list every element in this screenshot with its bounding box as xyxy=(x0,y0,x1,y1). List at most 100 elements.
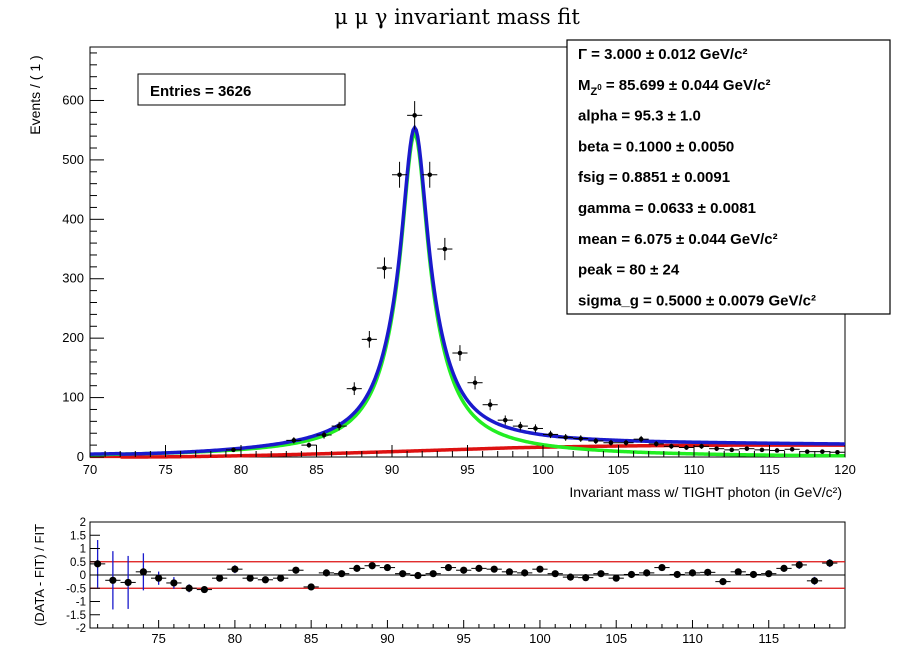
data-point xyxy=(422,161,438,188)
residual-y-tick-label: 1.5 xyxy=(70,530,86,542)
residual-y-tick-label: -1 xyxy=(76,597,86,609)
fit-parameter-row: Γ = 3.000 ± 0.012 GeV/c² xyxy=(578,46,747,63)
residual-point xyxy=(227,565,243,574)
residual-y-axis-label: (DATA - FIT) / FIT xyxy=(32,524,47,626)
residual-y-tick-label: -1.5 xyxy=(66,610,86,622)
data-point xyxy=(678,445,694,450)
residual-point xyxy=(273,574,289,582)
residual-point xyxy=(761,570,777,578)
residual-point xyxy=(501,568,518,576)
residual-x-tick-label: 105 xyxy=(605,631,627,646)
residual-point xyxy=(700,568,716,576)
data-point xyxy=(452,345,468,361)
residual-x-tick-label: 90 xyxy=(380,631,394,646)
data-point xyxy=(694,443,710,449)
data-point xyxy=(648,441,664,447)
fit-parameter-row: alpha = 95.3 ± 1.0 xyxy=(578,108,701,125)
residual-point xyxy=(715,578,731,586)
x-tick-label: 80 xyxy=(234,462,248,477)
residual-point xyxy=(349,564,365,572)
data-point xyxy=(437,237,453,261)
fit-parameter-row: fsig = 0.8851 ± 0.0091 xyxy=(578,169,730,186)
x-tick-label: 95 xyxy=(460,462,474,477)
residual-point xyxy=(196,585,213,594)
residual-point xyxy=(288,566,304,574)
fit-parameters-box: Γ = 3.000 ± 0.012 GeV/c² MZ0 = 85.699 ± 0… xyxy=(566,39,891,315)
residual-point xyxy=(532,565,548,573)
residual-point xyxy=(486,565,502,573)
residual-y-tick-label: 2 xyxy=(80,517,86,529)
residual-point xyxy=(517,569,533,577)
residual-point xyxy=(257,576,274,584)
fit-parameter-row: mean = 6.075 ± 0.044 GeV/c² xyxy=(578,231,778,248)
data-point xyxy=(754,447,770,453)
residual-point xyxy=(669,570,685,579)
residual-point xyxy=(425,570,441,578)
entries-box: Entries = 3626 xyxy=(137,73,346,106)
residual-plot: 75 80 85 90 95 100 105 110 115 -2-1.5-1 -0.500.51 1… xyxy=(32,517,846,646)
data-point xyxy=(709,446,725,451)
residual-point xyxy=(318,569,335,577)
data-point xyxy=(588,437,604,445)
data-point xyxy=(497,415,513,425)
data-point xyxy=(799,449,815,454)
data-point xyxy=(301,442,317,448)
data-point xyxy=(558,433,574,441)
fit-parameter-row: MZ0 = 85.699 ± 0.044 GeV/c² xyxy=(578,77,770,98)
residual-point xyxy=(364,562,380,570)
data-point xyxy=(376,257,392,279)
residual-point xyxy=(456,566,472,574)
y-tick-label: 0 xyxy=(77,449,84,464)
data-point xyxy=(814,449,830,454)
residual-point xyxy=(730,568,746,576)
residual-point xyxy=(334,570,350,578)
residual-point xyxy=(105,551,121,610)
fit-parameter-row: sigma_g = 0.5000 ± 0.0079 GeV/c² xyxy=(578,292,816,309)
data-point xyxy=(225,447,241,453)
residual-y-tick-label: -2 xyxy=(76,623,86,635)
x-tick-label: 115 xyxy=(759,462,780,477)
x-tick-label: 120 xyxy=(834,462,856,477)
data-point xyxy=(769,448,785,453)
residual-point xyxy=(608,574,624,582)
residual-point xyxy=(181,584,197,593)
data-point xyxy=(407,101,423,130)
x-tick-label: 70 xyxy=(83,462,97,477)
residual-point xyxy=(151,571,167,585)
data-point xyxy=(467,376,483,390)
y-tick-label: 100 xyxy=(62,390,84,405)
fit-parameter-row: beta = 0.1000 ± 0.0050 xyxy=(578,138,734,155)
y-tick-label: 300 xyxy=(62,271,84,286)
fit-parameter-row: peak = 80 ± 24 xyxy=(578,262,680,279)
x-tick-label: 75 xyxy=(158,462,172,477)
data-point xyxy=(663,443,679,449)
residual-y-tick-label: 0 xyxy=(80,570,86,582)
total-fit-curve xyxy=(89,124,846,456)
data-point xyxy=(527,424,543,433)
residual-point xyxy=(303,583,319,591)
residual-point xyxy=(212,574,228,582)
residual-point xyxy=(242,574,258,582)
chart-title: μ μ γ invariant mass fit xyxy=(334,5,580,29)
residual-x-tick-label: 75 xyxy=(151,631,165,646)
data-point xyxy=(392,161,408,188)
fit-parameter-row: gamma = 0.0633 ± 0.0081 xyxy=(578,200,756,217)
data-point xyxy=(603,439,619,446)
residual-x-tick-label: 80 xyxy=(228,631,242,646)
residual-y-tick-label: 0.5 xyxy=(70,557,86,569)
residual-point xyxy=(654,563,670,572)
y-tick-label: 600 xyxy=(62,92,84,107)
data-point xyxy=(739,446,755,451)
residual-point xyxy=(562,573,579,581)
data-point xyxy=(573,435,589,442)
x-tick-label: 110 xyxy=(684,462,705,477)
residual-point xyxy=(684,569,701,577)
residual-x-tick-label: 100 xyxy=(529,631,551,646)
main-plot: 70 75 80 85 90 95 100 105 110 115 120 0 100 200 300 400… xyxy=(27,46,856,500)
x-tick-label: 90 xyxy=(385,462,399,477)
data-point xyxy=(286,437,302,444)
data-point xyxy=(618,439,634,446)
y-axis-label: Events / ( 1 ) xyxy=(27,55,43,134)
residual-point xyxy=(806,576,823,585)
